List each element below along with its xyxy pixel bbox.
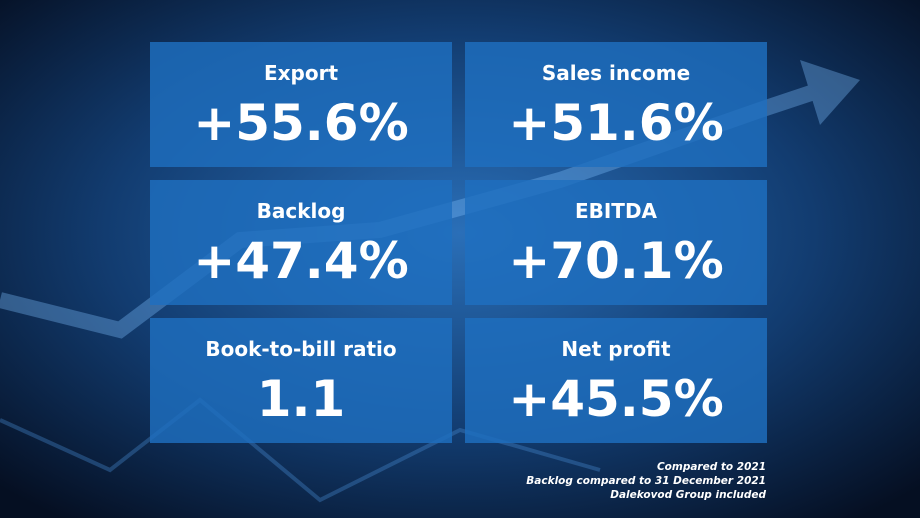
- tile-label: Book-to-bill ratio: [205, 337, 396, 361]
- tile: [465, 318, 767, 443]
- tile-value: +47.4%: [193, 232, 408, 290]
- tile: [150, 42, 452, 167]
- tile-value: 1.1: [257, 370, 346, 428]
- tile-value: +45.5%: [508, 370, 723, 428]
- tile: [465, 180, 767, 305]
- tile-value: +55.6%: [193, 94, 408, 152]
- tile: [150, 318, 452, 443]
- tile-value: +70.1%: [508, 232, 723, 290]
- footnote: Dalekovod Group included: [610, 489, 766, 501]
- tiles: Export +55.6% Sales income +51.6% Backlog +47…: [150, 42, 767, 443]
- tile: [150, 180, 452, 305]
- tile-label: Net profit: [561, 337, 671, 361]
- tile-value: +51.6%: [508, 94, 723, 152]
- footnote: Backlog compared to 31 December 2021: [526, 475, 766, 487]
- tile-label: Sales income: [542, 61, 690, 85]
- tile-label: Backlog: [257, 199, 346, 223]
- tile: [465, 42, 767, 167]
- footnote: Compared to 2021: [657, 461, 766, 473]
- tile-label: Export: [264, 61, 338, 85]
- arrow-head: [800, 60, 860, 125]
- tile-label: EBITDA: [575, 199, 658, 223]
